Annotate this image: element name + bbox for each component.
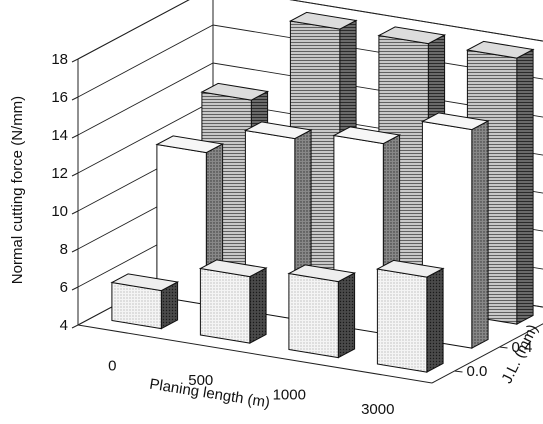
bar-top-face [198, 259, 268, 278]
gridline [77, 24, 543, 98]
y-tick-label: 14 [51, 127, 68, 144]
bar-top-face [465, 40, 535, 59]
y-tick-label: 10 [51, 203, 68, 220]
bar-top-face [420, 112, 490, 131]
x-tick-label: 0 [108, 357, 116, 374]
y-tick-label: 16 [51, 89, 68, 106]
x-tick-label: 1000 [273, 386, 306, 403]
bar-side-face [249, 267, 267, 344]
bar-top-face [155, 135, 225, 154]
frame-edge [77, 324, 433, 384]
y-tick-label: 12 [51, 165, 68, 182]
frame-edge [289, 0, 543, 42]
z-tick-label: 0.4 [512, 339, 533, 356]
bar-front-face [199, 267, 251, 344]
bar-top-face [288, 11, 358, 30]
bar [198, 259, 268, 344]
bar-top-face [200, 82, 270, 101]
bar-top-face [287, 264, 357, 283]
bar-top-face [377, 26, 447, 45]
y-tick-mark [71, 96, 79, 101]
x-tick-label: 3000 [361, 401, 394, 418]
z-tick-mark [454, 370, 463, 373]
gridline [77, 62, 543, 136]
bars [110, 11, 535, 373]
z-tick-label: 0.0 [467, 363, 488, 380]
bar-side-face [516, 48, 534, 325]
bar [375, 259, 445, 373]
x-tick-label: 500 [188, 372, 213, 389]
y-tick-mark [71, 134, 79, 139]
z-axis-ticks: 0.00.41.2 [454, 339, 533, 380]
bar-front-face [376, 268, 428, 373]
y-tick-label: 18 [51, 51, 68, 68]
z-axis-label: J.L. (mm) [498, 322, 541, 386]
bar-top-face [375, 259, 445, 278]
y-tick-mark [71, 286, 79, 291]
y-tick-label: 8 [60, 241, 68, 258]
bar-top-face [332, 126, 402, 145]
x-axis-ticks: 0 500 1000 3000 [108, 357, 394, 418]
bar-side-face [471, 120, 489, 349]
bar [287, 264, 357, 359]
y-tick-label: 4 [60, 317, 68, 334]
y-tick-mark [71, 58, 79, 63]
y-tick-mark [71, 172, 79, 177]
bar-side-face [337, 272, 356, 359]
y-axis-label: Normal cutting force (N/mm) [9, 96, 26, 284]
frame-edge [77, 0, 190, 60]
y-tick-label: 6 [60, 279, 68, 296]
bar-top-face [110, 273, 180, 292]
bar-front-face [288, 272, 339, 359]
gridline [77, 0, 543, 60]
y-tick-mark [71, 324, 79, 329]
y-axis-ticks: 4 6 8 10 12 14 16 18 [51, 51, 79, 334]
z-tick-mark [499, 346, 508, 349]
bar [110, 273, 180, 330]
y-tick-mark [71, 210, 79, 215]
bar-side-face [426, 267, 444, 373]
bar-top-face [243, 121, 313, 140]
y-tick-mark [71, 248, 79, 253]
